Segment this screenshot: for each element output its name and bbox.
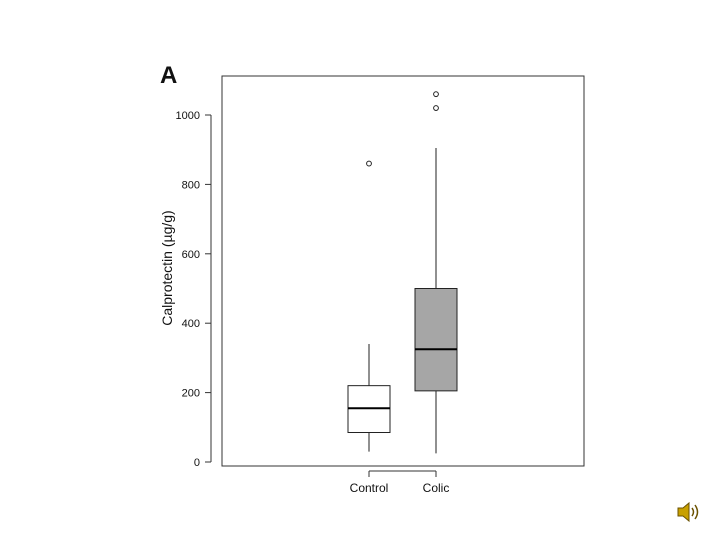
y-tick-label: 800: [182, 179, 200, 191]
y-axis-label: Calprotectin (µg/g): [159, 210, 175, 325]
y-tick-label: 600: [182, 249, 200, 261]
y-tick-label: 0: [194, 457, 200, 469]
outlier-point: [366, 160, 372, 167]
y-tick-label: 1000: [176, 110, 200, 122]
x-axis-ticks: Control Colic: [350, 471, 450, 495]
x-tick-label: Colic: [423, 481, 450, 495]
outlier-point: [433, 91, 439, 98]
speaker-icon[interactable]: [676, 500, 702, 524]
box-series: [347, 91, 458, 454]
iqr-box: [414, 288, 458, 392]
outlier-point: [433, 105, 439, 111]
y-tick-label: 200: [182, 388, 200, 400]
x-tick-label: Control: [350, 481, 389, 495]
plot-frame: [221, 75, 585, 467]
y-axis-ticks: 0 200 400 600 800 1000: [176, 110, 211, 469]
panel-label: A: [160, 62, 178, 89]
y-tick-label: 400: [182, 318, 200, 330]
